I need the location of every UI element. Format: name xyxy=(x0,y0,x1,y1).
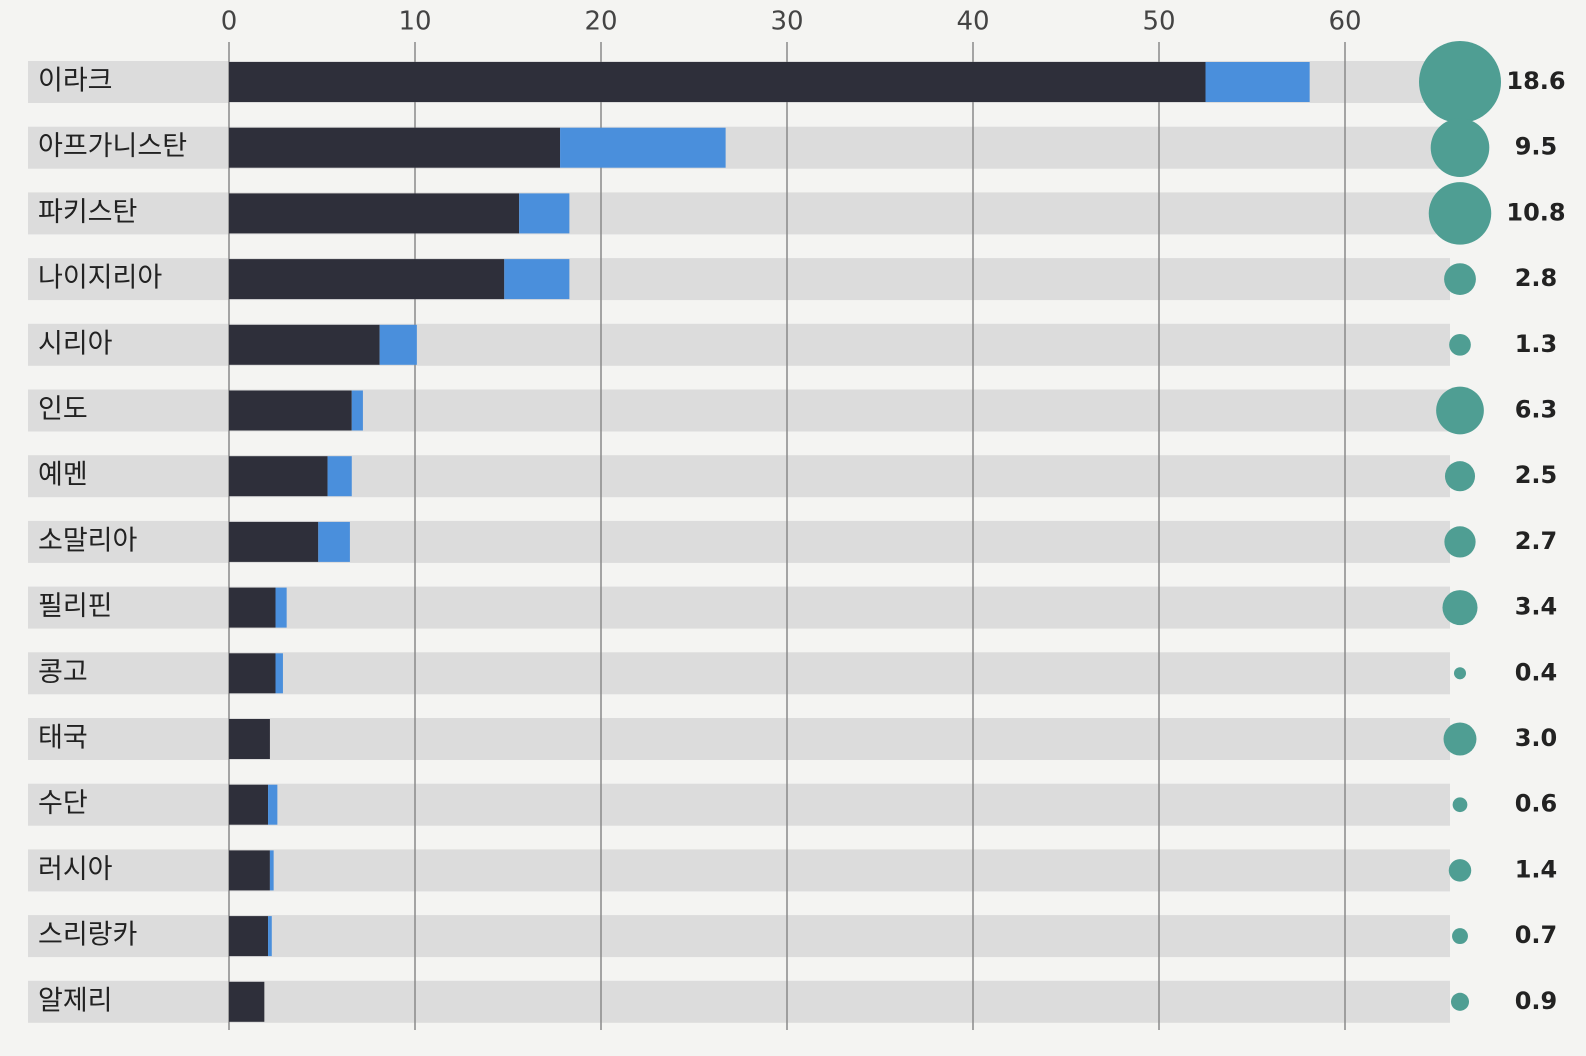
bubble xyxy=(1430,118,1490,178)
bubble xyxy=(1444,461,1476,492)
bar-segment xyxy=(268,916,272,957)
bar-segment xyxy=(318,521,350,562)
bar-segment xyxy=(560,127,726,168)
category-label: 시리아 xyxy=(38,328,113,359)
bubble-value-label: 6.3 xyxy=(1515,396,1558,424)
bar-segment xyxy=(351,390,363,431)
bar-segment xyxy=(229,916,269,957)
bubble-value-label: 3.0 xyxy=(1515,724,1558,752)
category-label: 수단 xyxy=(38,788,88,819)
category-label: 소말리아 xyxy=(38,525,138,556)
bubble-value-label: 0.9 xyxy=(1515,987,1558,1015)
bar-segment xyxy=(327,456,352,497)
bubble xyxy=(1452,797,1468,813)
bar-segment xyxy=(229,193,520,234)
bubble-value-label: 10.8 xyxy=(1506,198,1565,226)
bar-segment xyxy=(229,62,1206,102)
bubble-value-label: 0.6 xyxy=(1515,790,1558,818)
bar-segment xyxy=(269,850,274,891)
bar-segment xyxy=(229,259,505,300)
row-band xyxy=(28,980,1450,1023)
bubble-value-label: 2.8 xyxy=(1515,264,1558,292)
bubble-value-label: 0.4 xyxy=(1515,658,1558,686)
bar-segment xyxy=(519,193,570,234)
category-label: 이라크 xyxy=(38,66,113,97)
category-label: 인도 xyxy=(38,394,88,425)
x-tick-label: 20 xyxy=(584,7,617,37)
bubble xyxy=(1444,263,1476,296)
x-tick-label: 50 xyxy=(1142,7,1175,37)
bubble xyxy=(1443,722,1477,756)
bar-segment xyxy=(229,587,276,628)
category-label: 알제리 xyxy=(38,985,113,1016)
bubble xyxy=(1444,526,1476,558)
category-label: 예멘 xyxy=(38,460,88,491)
bar-segment xyxy=(229,521,319,562)
bubble-value-label: 1.4 xyxy=(1515,855,1558,883)
bubble-value-label: 18.6 xyxy=(1506,67,1565,95)
bubble-value-label: 1.3 xyxy=(1515,330,1558,358)
category-label: 파키스탄 xyxy=(38,197,137,228)
bubble xyxy=(1453,667,1467,680)
bubble xyxy=(1450,992,1470,1011)
bubble-value-label: 2.7 xyxy=(1515,527,1558,555)
bar-segment xyxy=(229,850,270,891)
bar-segment xyxy=(229,390,352,431)
bar-segment xyxy=(229,653,276,694)
x-tick-label: 60 xyxy=(1328,7,1361,37)
x-tick-label: 10 xyxy=(398,7,431,37)
category-label: 아프가니스탄 xyxy=(38,131,187,162)
category-label: 필리핀 xyxy=(38,591,113,622)
bubble xyxy=(1452,928,1468,945)
bubble xyxy=(1449,333,1471,356)
x-tick-label: 0 xyxy=(221,7,238,37)
bubble-value-label: 2.5 xyxy=(1515,461,1558,489)
bar-segment xyxy=(268,784,278,825)
bar-segment xyxy=(504,259,570,300)
bubble xyxy=(1442,590,1478,626)
category-label: 러시아 xyxy=(38,854,113,885)
bubble-value-label: 0.7 xyxy=(1515,921,1558,949)
bar-segment xyxy=(229,127,561,168)
bar-segment xyxy=(379,324,417,365)
bar-segment xyxy=(275,653,283,694)
bubble xyxy=(1448,859,1472,882)
x-tick-label: 30 xyxy=(770,7,803,37)
bar-segment xyxy=(229,981,265,1022)
bar-segment xyxy=(229,456,328,497)
bar-segment xyxy=(275,587,287,628)
bubble-value-label: 9.5 xyxy=(1515,133,1558,161)
category-label: 스리랑카 xyxy=(38,920,137,951)
category-label: 콩고 xyxy=(38,657,88,688)
bubble xyxy=(1428,182,1492,245)
bubble-value-label: 3.4 xyxy=(1515,593,1558,621)
bar-segment xyxy=(1205,62,1310,102)
bar-segment xyxy=(229,324,380,365)
bubble xyxy=(1419,41,1501,123)
bar-segment xyxy=(229,719,270,759)
bubble xyxy=(1436,386,1484,435)
x-tick-label: 40 xyxy=(956,7,989,37)
category-label: 나이지리아 xyxy=(38,263,162,294)
marks: 이라크아프가니스탄파키스탄나이지리아시리아인도예멘소말리아필리핀콩고태국수단러시… xyxy=(38,41,1566,1022)
category-label: 태국 xyxy=(38,723,88,754)
bar-segment xyxy=(229,784,269,825)
